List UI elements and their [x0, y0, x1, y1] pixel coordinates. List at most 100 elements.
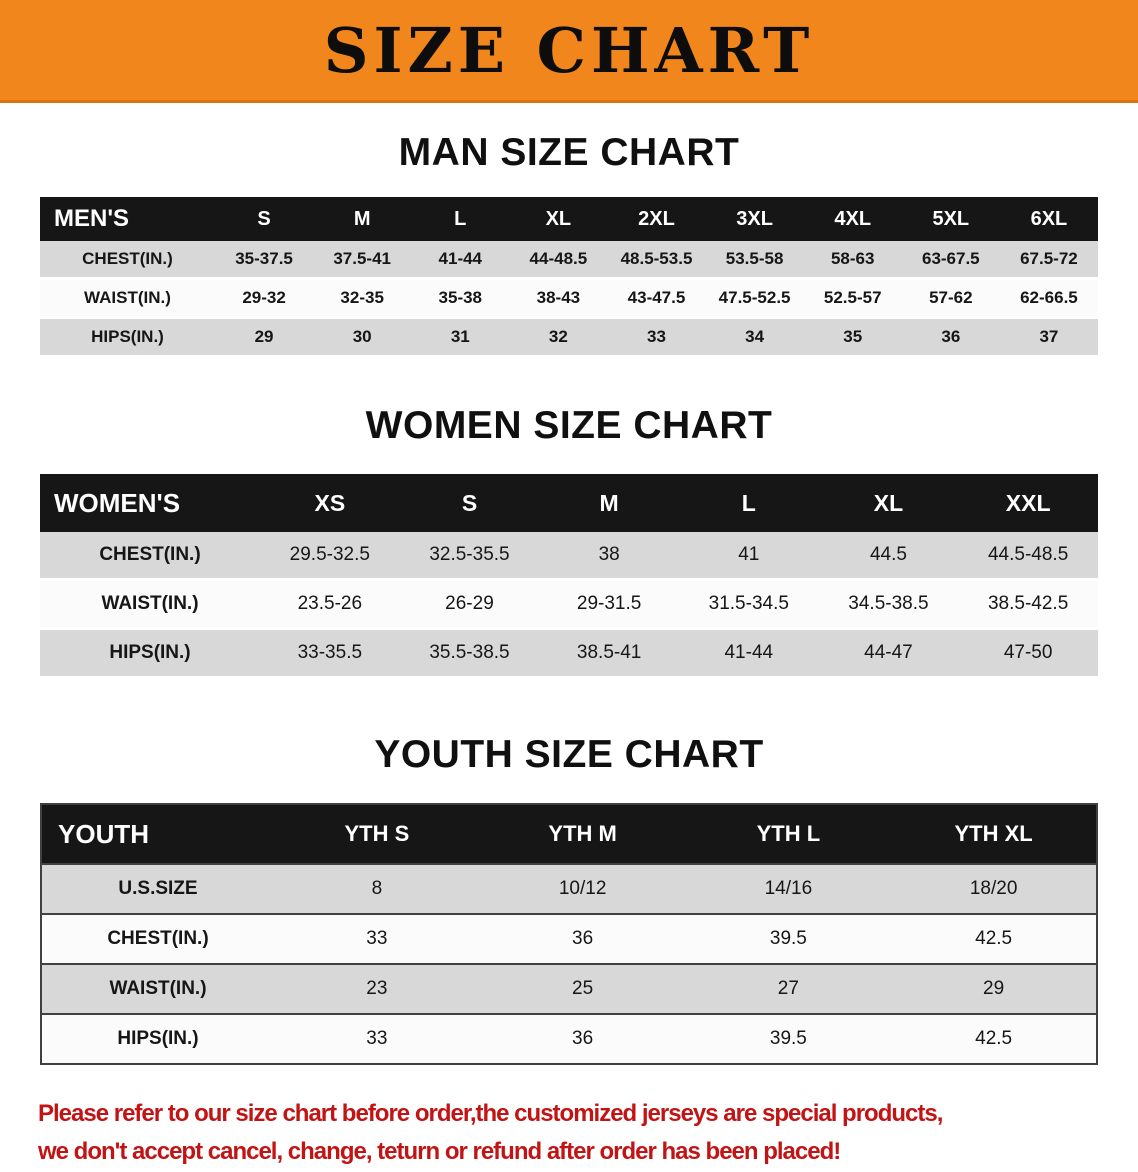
men-table-header-row: MEN'S S M L XL 2XL 3XL 4XL 5XL 6XL — [40, 197, 1098, 241]
size-value: 36 — [572, 928, 594, 949]
size-value: 38-43 — [536, 288, 581, 307]
size-value: 41-44 — [724, 642, 774, 663]
men-size-section: MAN SIZE CHART MEN'S S M L XL 2XL 3XL 4XL 5XL 6XL… — [0, 131, 1138, 358]
size-value: 38.5-42.5 — [987, 593, 1069, 614]
row-label: U.S.SIZE — [118, 878, 198, 899]
row-label: HIPS(IN.) — [109, 642, 191, 663]
size-value: 57-62 — [929, 288, 973, 307]
size-value: 33-35.5 — [297, 642, 363, 663]
size-row: HIPS(IN.) 33 36 39.5 42.5 — [41, 1014, 1097, 1064]
size-row: WAIST(IN.) 29-32 32-35 35-38 38-43 43-47.5 47.… — [40, 278, 1098, 318]
size-column-header: 2XL — [607, 197, 706, 241]
size-value: 29-32 — [242, 288, 286, 307]
row-label: HIPS(IN.) — [91, 327, 164, 346]
women-table-header-row: WOMEN'S XS S M L XL XXL — [40, 474, 1098, 532]
size-column-header: 6XL — [999, 197, 1098, 241]
size-column-header: XL — [818, 474, 959, 532]
size-column-header: XL — [509, 197, 608, 241]
size-value: 48.5-53.5 — [620, 249, 693, 268]
size-column-header: YTH M — [479, 804, 686, 864]
size-value: 34 — [745, 327, 765, 346]
size-value: 32 — [548, 327, 568, 346]
size-value: 8 — [371, 878, 383, 899]
size-value: 44.5-48.5 — [987, 544, 1069, 565]
size-value: 47.5-52.5 — [718, 288, 791, 307]
table-corner-label: MEN'S — [40, 197, 215, 241]
size-value: 44-47 — [864, 642, 913, 663]
size-value: 41-44 — [438, 249, 483, 268]
size-column-header: XS — [260, 474, 400, 532]
size-column-header: S — [399, 474, 540, 532]
size-row: HIPS(IN.) 29 30 31 32 33 34 35 36 37 — [40, 317, 1098, 357]
size-value: 36 — [572, 1028, 594, 1049]
men-section-heading: MAN SIZE CHART — [398, 131, 740, 174]
size-row: WAIST(IN.) 23.5-26 26-29 29-31.5 31.5-34.5 34… — [40, 579, 1098, 629]
size-column-header: XXL — [958, 474, 1098, 532]
size-value: 32.5-35.5 — [429, 544, 510, 565]
youth-size-table: YOUTH YTH S YTH M YTH L YTH XL U.S.SIZE 8 10/1… — [40, 803, 1098, 1065]
size-value: 35-37.5 — [235, 249, 293, 268]
size-value: 37 — [1039, 327, 1059, 346]
size-value: 33 — [366, 1028, 388, 1049]
size-row: WAIST(IN.) 23 25 27 29 — [41, 964, 1097, 1014]
size-value: 47-50 — [1003, 642, 1053, 663]
size-value: 62-66.5 — [1020, 288, 1078, 307]
size-value: 42.5 — [975, 1028, 1013, 1049]
size-value: 27 — [777, 978, 799, 999]
disclaimer-line-1: Please refer to our size chart before or… — [38, 1100, 943, 1127]
size-value: 31.5-34.5 — [708, 593, 789, 614]
row-label: CHEST(IN.) — [99, 544, 201, 565]
size-column-header: S — [215, 197, 314, 241]
size-row: CHEST(IN.) 35-37.5 37.5-41 41-44 44-48.5 48.5… — [40, 241, 1098, 279]
size-value: 32-35 — [340, 288, 384, 307]
table-corner-label: YOUTH — [41, 804, 274, 864]
size-value: 44.5 — [869, 544, 907, 565]
size-value: 33 — [647, 327, 666, 346]
size-value: 29.5-32.5 — [289, 544, 370, 565]
size-value: 38.5-41 — [576, 642, 642, 663]
size-value: 23.5-26 — [297, 593, 363, 614]
size-value: 43-47.5 — [627, 288, 686, 307]
size-column-header: 5XL — [901, 197, 1000, 241]
women-section-heading: WOMEN SIZE CHART — [365, 404, 773, 447]
row-label: WAIST(IN.) — [101, 593, 199, 614]
size-value: 23 — [366, 978, 388, 999]
size-value: 25 — [572, 978, 594, 999]
size-value: 14/16 — [764, 878, 813, 899]
size-value: 29 — [254, 327, 274, 346]
youth-size-section: YOUTH SIZE CHART YOUTH YTH S YTH M YTH L YTH… — [0, 733, 1138, 1065]
size-value: 63-67.5 — [921, 249, 980, 268]
table-corner-label: WOMEN'S — [40, 474, 260, 532]
size-value: 39.5 — [769, 928, 807, 949]
size-value: 33 — [366, 928, 388, 949]
size-value: 34.5-38.5 — [848, 593, 929, 614]
size-column-header: YTH S — [274, 804, 480, 864]
youth-table-header-row: YOUTH YTH S YTH M YTH L YTH XL — [41, 804, 1097, 864]
size-value: 26-29 — [445, 593, 494, 614]
size-value: 35 — [843, 327, 863, 346]
size-column-header: 4XL — [803, 197, 902, 241]
size-value: 44-48.5 — [529, 249, 588, 268]
size-value: 31 — [450, 327, 470, 346]
size-column-header: L — [411, 197, 510, 241]
size-value: 35-38 — [438, 288, 483, 307]
size-value: 35.5-38.5 — [429, 642, 510, 663]
size-value: 41 — [738, 544, 760, 565]
size-row: HIPS(IN.) 33-35.5 35.5-38.5 38.5-41 41-44 44-… — [40, 628, 1098, 678]
size-value: 18/20 — [969, 878, 1018, 899]
size-value: 67.5-72 — [1020, 249, 1078, 268]
size-row: U.S.SIZE 8 10/12 14/16 18/20 — [41, 864, 1097, 914]
size-column-header: YTH L — [685, 804, 892, 864]
size-column-header: M — [313, 197, 412, 241]
row-label: CHEST(IN.) — [107, 928, 209, 949]
size-column-header: L — [678, 474, 819, 532]
size-value: 37.5-41 — [333, 249, 391, 268]
women-size-section: WOMEN SIZE CHART WOMEN'S XS S M L XL XXL CHEST… — [0, 404, 1138, 679]
size-column-header: M — [539, 474, 679, 532]
women-size-table: WOMEN'S XS S M L XL XXL CHEST(IN.) 29.5-32.5 32.… — [40, 474, 1098, 679]
men-size-table: MEN'S S M L XL 2XL 3XL 4XL 5XL 6XL CHEST(IN.) 35-3… — [40, 197, 1098, 358]
row-label: CHEST(IN.) — [82, 249, 173, 268]
size-value: 42.5 — [975, 928, 1013, 949]
size-value: 39.5 — [769, 1028, 807, 1049]
size-value: 30 — [352, 327, 372, 346]
